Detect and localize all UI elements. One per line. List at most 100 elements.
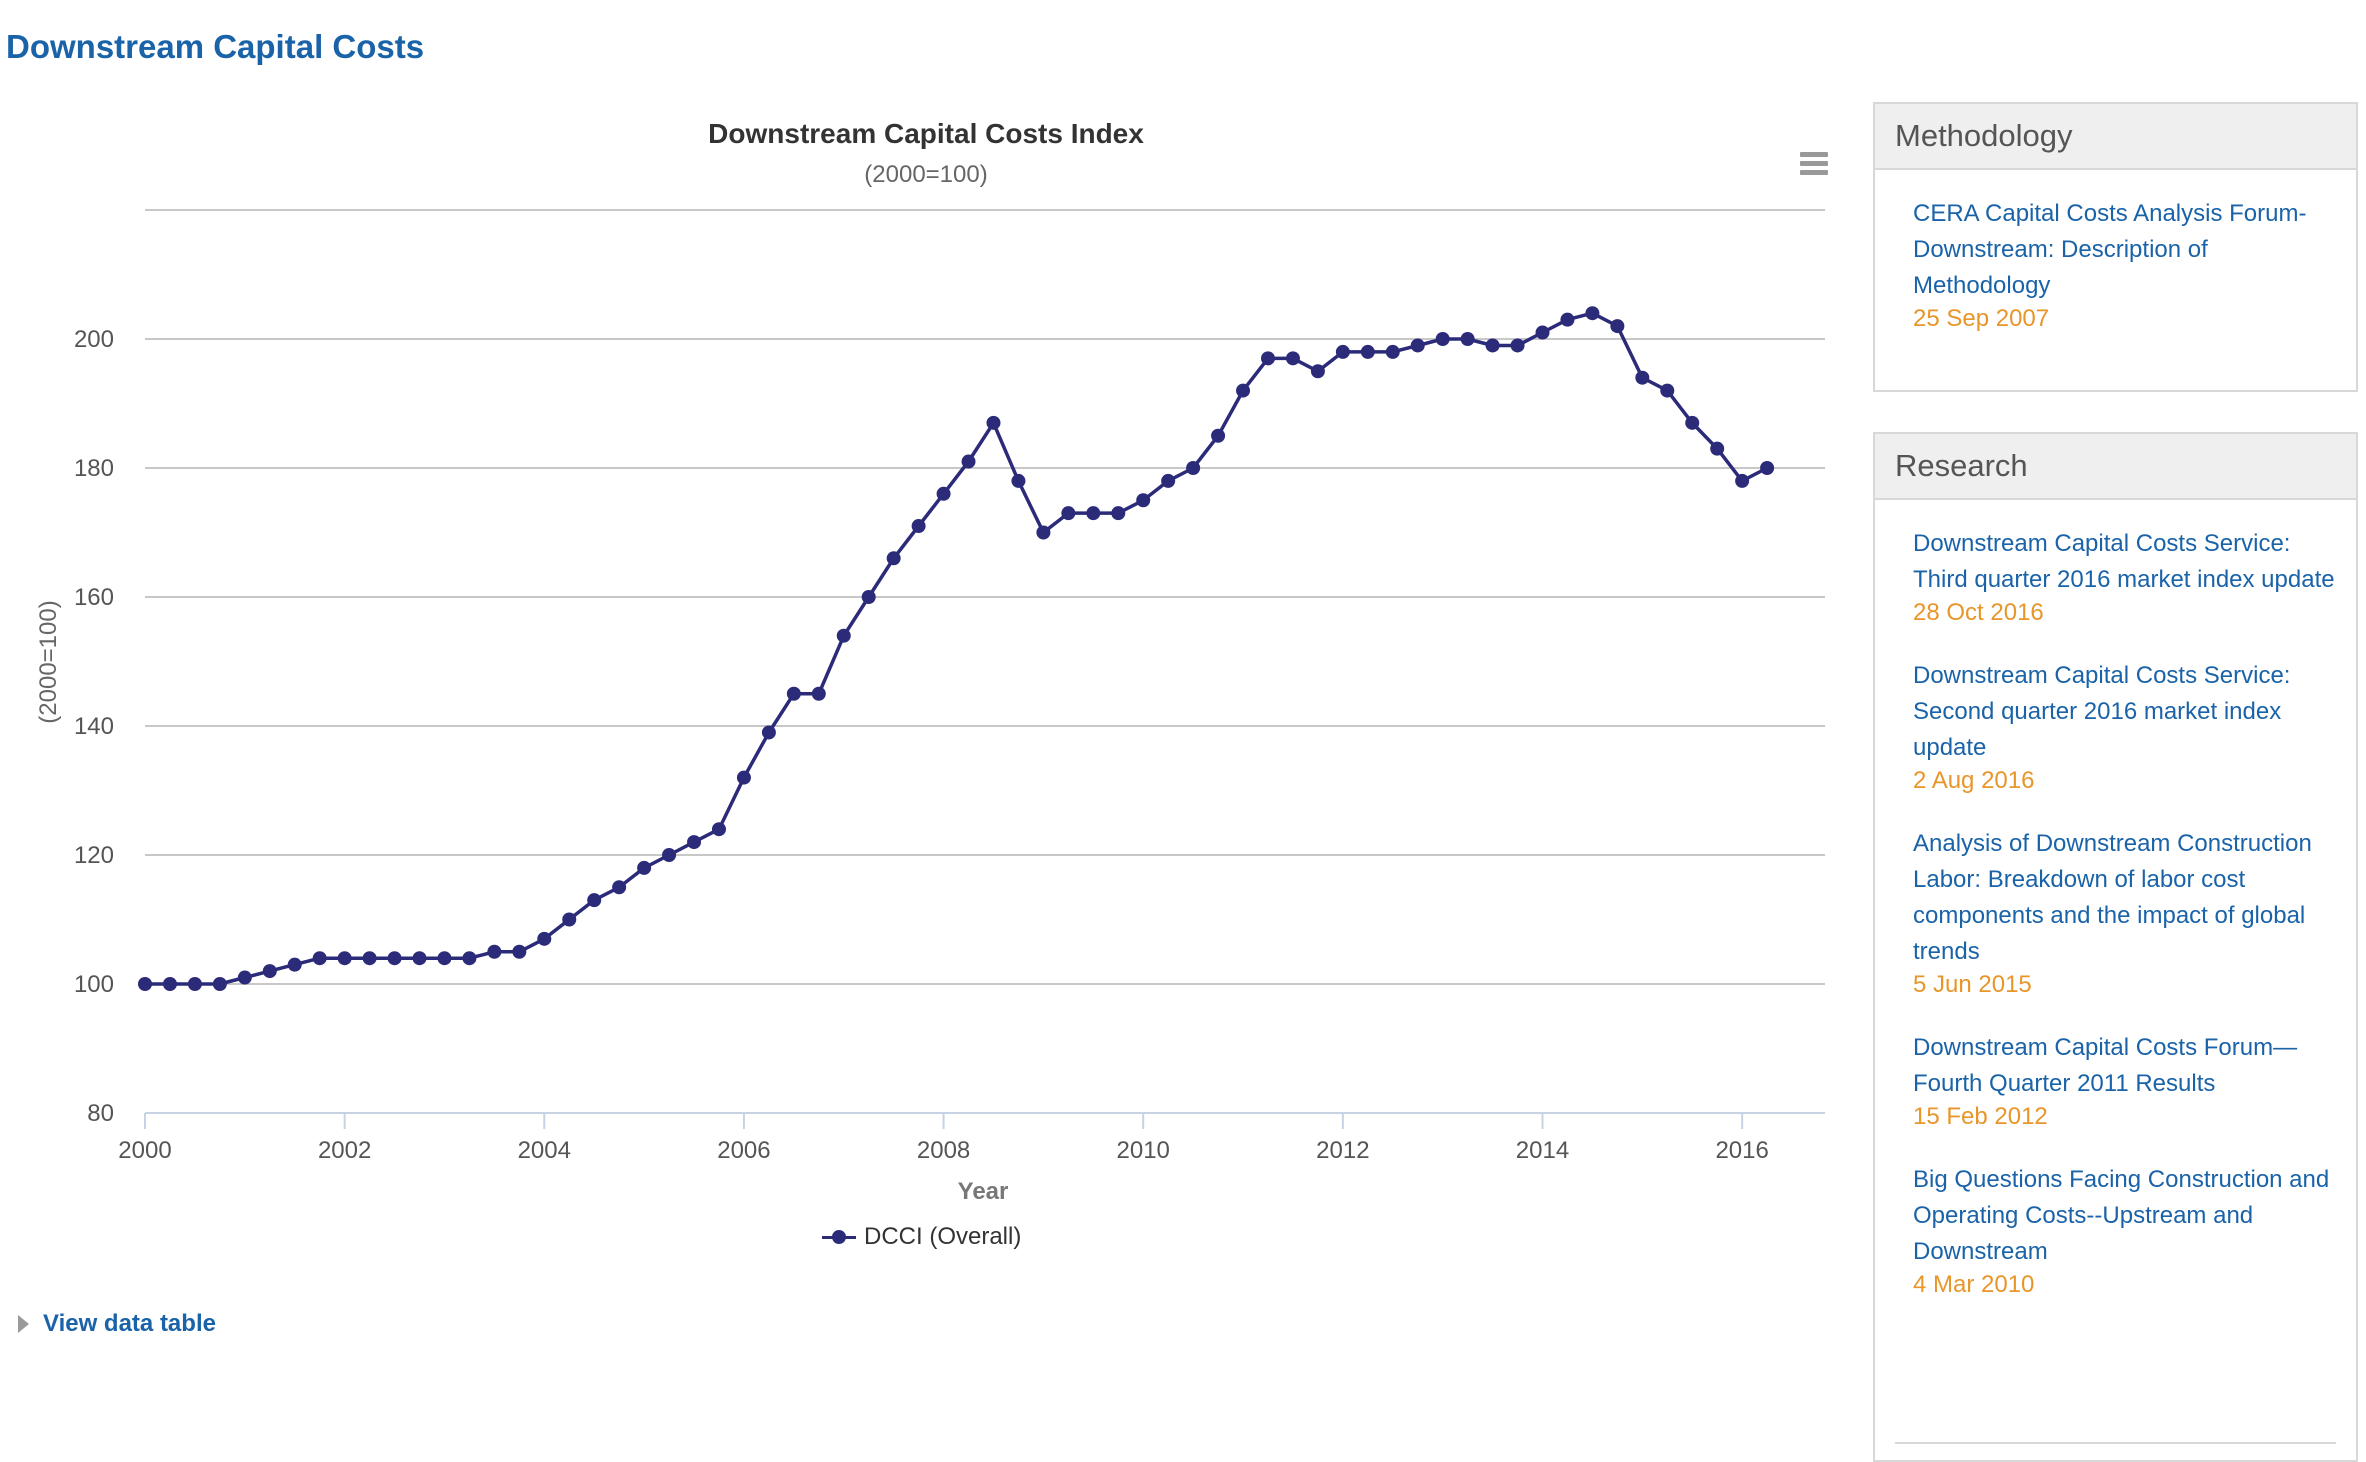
data-point [1485, 338, 1500, 353]
data-point [138, 977, 152, 991]
data-point [1560, 312, 1575, 327]
legend-item-dcci-overall[interactable]: DCCI (Overall) [822, 1220, 1021, 1254]
data-point [1735, 473, 1750, 488]
data-point [961, 454, 976, 469]
data-point [312, 951, 327, 966]
data-point [1510, 338, 1525, 353]
data-point [1111, 506, 1126, 521]
research-panel: Research Downstream Capital Costs Servic… [1873, 432, 2358, 1462]
y-tick-label: 180 [74, 455, 114, 482]
research-item: Downstream Capital Costs Service: Third … [1913, 526, 2336, 628]
x-tick-label: 2012 [1316, 1137, 1369, 1164]
legend-label: DCCI (Overall) [864, 1223, 1022, 1250]
methodology-item: CERA Capital Costs Analysis Forum-Downst… [1913, 196, 2336, 334]
y-tick-label: 80 [87, 1100, 114, 1127]
data-point [462, 951, 477, 966]
data-point [1036, 525, 1051, 540]
y-tick-label: 140 [74, 713, 114, 740]
data-point [1136, 493, 1151, 508]
x-tick-label: 2006 [717, 1137, 770, 1164]
data-point [861, 590, 876, 604]
chart-menu-icon[interactable] [1800, 152, 1828, 176]
data-point [562, 912, 577, 927]
x-axis-tick-labels: 2000 2002 2004 2006 2008 2010 2012 2014 2016 [118, 1137, 1769, 1164]
data-point [387, 951, 402, 966]
data-point [1285, 351, 1300, 366]
data-point [1660, 383, 1675, 398]
x-tick-label: 2008 [917, 1137, 970, 1164]
article-link[interactable]: Analysis of Downstream Construction Labo… [1913, 830, 2312, 965]
data-point [886, 551, 901, 566]
data-point [1260, 351, 1275, 366]
research-item: Downstream Capital Costs Forum—Fourth Qu… [1913, 1030, 2336, 1132]
article-link[interactable]: Downstream Capital Costs Service: Third … [1913, 530, 2335, 593]
chart-container: 80 100 120 140 160 180 200 2000 2002 2004 2006 200… [0, 100, 1850, 1300]
y-tick-label: 160 [74, 584, 114, 611]
research-item: Analysis of Downstream Construction Labo… [1913, 826, 2336, 1000]
view-data-table-toggle[interactable]: View data table [18, 1310, 216, 1338]
data-point [1760, 461, 1775, 475]
data-point [911, 519, 926, 534]
y-tick-label: 100 [74, 971, 114, 998]
article-link[interactable]: Big Questions Facing Construction and Op… [1913, 1166, 2330, 1265]
data-point [637, 860, 652, 875]
data-point [412, 951, 427, 966]
methodology-heading: Methodology [1875, 104, 2356, 170]
data-point [1710, 441, 1725, 456]
series-dcci-overall [138, 306, 1775, 991]
data-point [512, 944, 527, 959]
x-tick-label: 2010 [1117, 1137, 1170, 1164]
y-axis-title: (2000=100) [35, 600, 62, 723]
data-point [1610, 319, 1625, 334]
data-point [1585, 306, 1600, 321]
data-point [1435, 332, 1450, 346]
divider [1895, 1442, 2336, 1444]
data-point [1211, 428, 1226, 443]
x-tick-label: 2004 [518, 1137, 571, 1164]
data-point [237, 970, 252, 985]
data-point [811, 686, 826, 701]
data-point [1385, 344, 1400, 359]
grid-lines [145, 209, 1825, 985]
data-point [212, 977, 227, 991]
view-data-table-link[interactable]: View data table [43, 1310, 216, 1337]
data-point [1011, 473, 1026, 488]
chart-subtitle: (2000=100) [864, 161, 988, 188]
data-point [736, 770, 751, 785]
data-point [437, 951, 452, 966]
legend-marker-icon [822, 1227, 856, 1247]
x-tick-label: 2014 [1516, 1137, 1569, 1164]
page-title: Downstream Capital Costs [6, 28, 425, 65]
article-date: 25 Sep 2007 [1913, 305, 2050, 332]
data-point [836, 628, 851, 643]
data-point [612, 880, 627, 895]
methodology-panel: Methodology CERA Capital Costs Analysis … [1873, 102, 2358, 392]
article-link[interactable]: Downstream Capital Costs Forum—Fourth Qu… [1913, 1034, 2298, 1097]
data-point [1161, 473, 1176, 488]
article-link[interactable]: Downstream Capital Costs Service: Second… [1913, 662, 2291, 761]
data-point [786, 686, 801, 701]
x-axis-title: Year [958, 1178, 1009, 1205]
data-point [1310, 364, 1325, 379]
x-axis [144, 1112, 1825, 1129]
data-point [587, 893, 602, 908]
data-point [1685, 415, 1700, 430]
expand-triangle-icon [18, 1315, 29, 1333]
chart-title: Downstream Capital Costs Index [708, 118, 1144, 149]
data-point [262, 964, 277, 979]
x-tick-label: 2002 [318, 1137, 371, 1164]
article-link[interactable]: CERA Capital Costs Analysis Forum-Downst… [1913, 200, 2307, 299]
data-point [711, 822, 726, 837]
data-point [662, 848, 677, 862]
data-point [936, 486, 951, 501]
data-point [287, 957, 302, 972]
data-point [1061, 506, 1076, 521]
y-tick-label: 200 [74, 326, 114, 353]
data-point [337, 951, 352, 966]
data-point [537, 931, 552, 946]
research-item: Downstream Capital Costs Service: Second… [1913, 658, 2336, 796]
article-date: 15 Feb 2012 [1913, 1103, 2048, 1130]
data-point [687, 835, 702, 850]
data-point [1410, 338, 1425, 353]
